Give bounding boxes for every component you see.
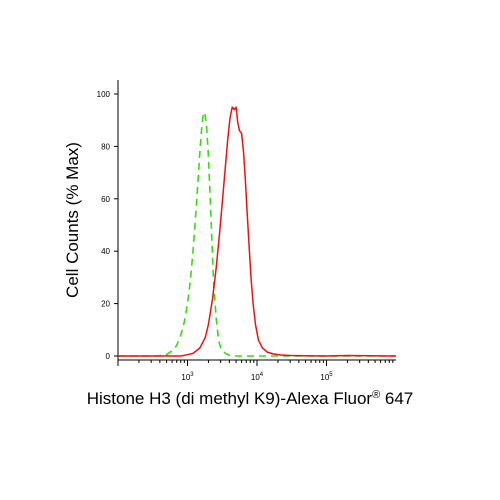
x-tick-base: 10 xyxy=(251,373,260,382)
y-axis-title: Cell Counts (% Max) xyxy=(63,142,82,298)
x-tick-exponent: 5 xyxy=(329,372,333,378)
dashed-green-histogram-line xyxy=(118,111,396,357)
x-tick-label: 104 xyxy=(251,372,264,382)
x-axis-title-main: Histone H3 (di methyl K9)-Alexa Fluor xyxy=(87,389,373,408)
x-tick-label: 103 xyxy=(181,372,194,382)
y-tick-label: 40 xyxy=(101,247,110,256)
y-tick-label: 80 xyxy=(101,142,110,151)
x-tick-exponent: 4 xyxy=(260,372,264,378)
x-tick-label: 105 xyxy=(320,372,333,382)
x-axis-title-suffix: 647 xyxy=(380,389,413,408)
y-tick-label: 60 xyxy=(101,195,110,204)
y-tick-label: 100 xyxy=(97,90,111,99)
plot-frame xyxy=(117,80,396,361)
x-axis-ticks: 103 104 105 xyxy=(117,360,394,382)
x-axis-title: Histone H3 (di methyl K9)-Alexa Fluor® 6… xyxy=(87,389,414,408)
x-tick-base: 10 xyxy=(181,373,190,382)
series-layer xyxy=(118,106,397,357)
x-axis-title-superscript: ® xyxy=(372,389,380,401)
solid-red-histogram-line xyxy=(118,106,397,357)
y-tick-label: 20 xyxy=(101,300,110,309)
x-tick-base: 10 xyxy=(320,373,329,382)
y-axis-ticks: 0 20 40 60 80 100 xyxy=(97,90,118,361)
x-tick-exponent: 3 xyxy=(190,372,194,378)
y-tick-label: 0 xyxy=(106,352,111,361)
